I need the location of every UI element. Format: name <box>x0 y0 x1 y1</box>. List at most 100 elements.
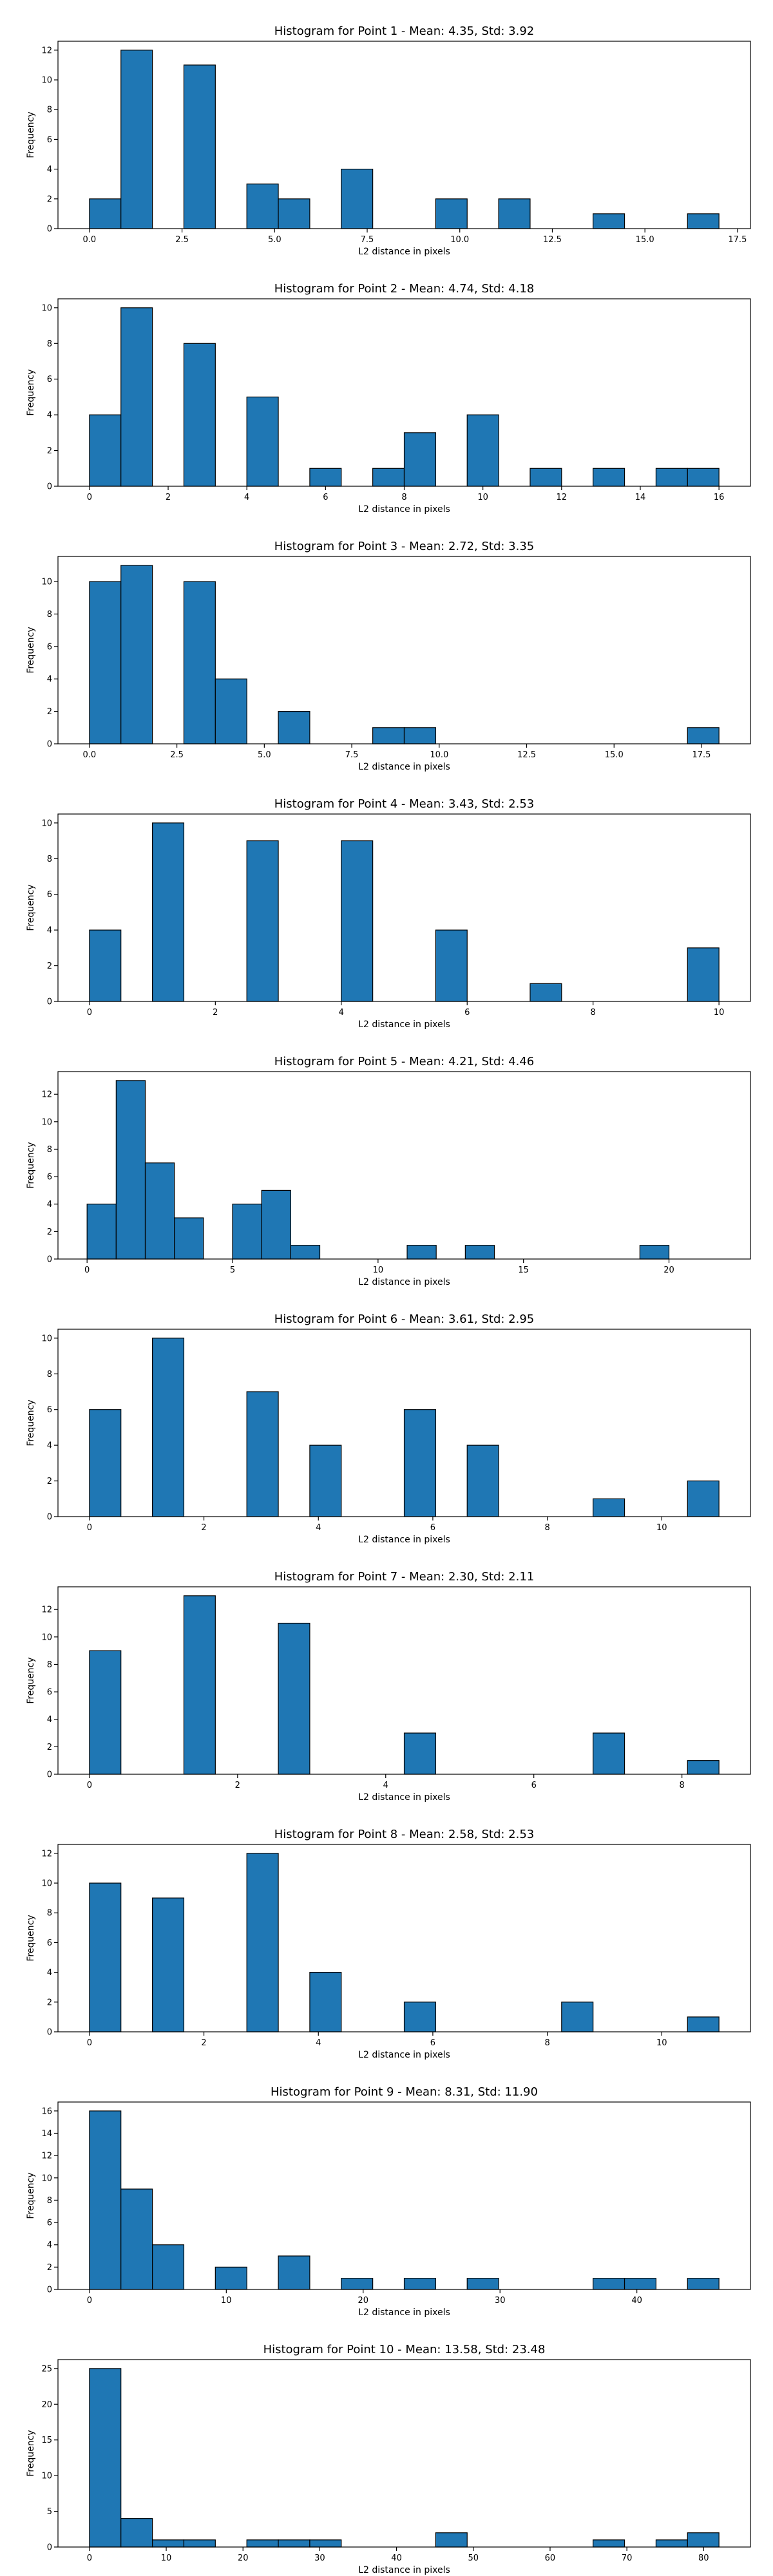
x-axis-label: L2 distance in pixels <box>358 1019 450 1030</box>
histogram-bar <box>261 1189 291 1260</box>
y-axis-label: Frequency <box>26 1657 36 1703</box>
chart-title: Histogram for Point 4 - Mean: 3.43, Std:… <box>274 797 535 811</box>
y-tick-label: 10 <box>41 303 52 313</box>
y-tick-label: 4 <box>47 2240 52 2250</box>
x-axis-label: L2 distance in pixels <box>358 1535 450 1545</box>
bars <box>86 1080 670 1260</box>
plot-frame <box>57 1586 751 1775</box>
y-tick-label: 8 <box>47 2196 52 2206</box>
histogram-bar <box>86 1204 117 1260</box>
x-tick-label: 4 <box>383 1781 388 1790</box>
x-tick-label: 0.0 <box>83 750 97 760</box>
plot-frame <box>57 1071 751 1260</box>
histogram-bar <box>466 414 499 487</box>
y-axis-label: Frequency <box>26 1142 36 1188</box>
x-axis-label: L2 distance in pixels <box>358 1792 450 1803</box>
x-tick-label: 2 <box>201 2038 206 2048</box>
histogram-bar <box>151 2539 185 2548</box>
histogram-bar <box>120 50 153 229</box>
x-axis-label: L2 distance in pixels <box>358 2050 450 2060</box>
x-tick-label: 0 <box>87 1008 92 1018</box>
y-axis-label: Frequency <box>26 1399 36 1446</box>
histogram-bar <box>174 1217 204 1260</box>
histogram-bar <box>498 198 531 229</box>
y-tick-label: 4 <box>47 411 52 421</box>
x-tick-label: 4 <box>244 493 249 502</box>
histogram-chart-2: Histogram for Point 2 - Mean: 4.74, Std:… <box>26 282 751 515</box>
x-tick-label: 15.0 <box>636 235 654 245</box>
y-tick-label: 8 <box>47 1370 52 1379</box>
histogram-bar <box>403 1732 436 1775</box>
chart-title: Histogram for Point 10 - Mean: 13.58, St… <box>263 2343 546 2356</box>
histogram-bar <box>435 198 468 229</box>
x-tick-label: 12.5 <box>543 235 562 245</box>
y-axis-label: Frequency <box>26 1915 36 1961</box>
y-tick-label: 12 <box>41 1090 52 1100</box>
histogram-bar <box>232 1204 262 1260</box>
histogram-bar <box>687 213 720 229</box>
histogram-bar <box>89 198 122 229</box>
plot-frame <box>57 41 751 229</box>
histogram-bar <box>215 2266 247 2290</box>
histogram-bar <box>246 2539 279 2548</box>
histogram-bar <box>278 198 310 229</box>
x-tick-label: 12.5 <box>517 750 536 760</box>
histogram-bar <box>655 468 688 487</box>
histogram-bar <box>593 213 625 229</box>
y-tick-label: 14 <box>41 2129 52 2139</box>
y-tick-label: 10 <box>41 1334 52 1343</box>
histogram-bar <box>687 1760 720 1775</box>
histogram-bar <box>89 1409 122 1517</box>
y-tick-label: 8 <box>47 1145 52 1155</box>
x-tick-label: 4 <box>316 2038 321 2048</box>
histogram-bar <box>151 2244 185 2290</box>
histogram-bar <box>530 983 562 1002</box>
plot-frame <box>57 1844 751 2032</box>
histogram-bar <box>183 1595 216 1775</box>
y-tick-label: 2 <box>47 961 52 971</box>
y-tick-label: 12 <box>41 1605 52 1615</box>
x-tick-label: 8 <box>544 2038 549 2048</box>
plot-frame <box>57 813 751 1002</box>
histogram-bar <box>466 1444 499 1517</box>
y-tick-label: 6 <box>47 1688 52 1698</box>
histogram-bar <box>278 2255 310 2290</box>
histogram-chart-1: Histogram for Point 1 - Mean: 4.35, Std:… <box>26 24 751 257</box>
y-tick-label: 10 <box>41 76 52 86</box>
x-tick-label: 15 <box>518 1265 529 1275</box>
y-tick-label: 12 <box>41 46 52 55</box>
histogram-bar <box>309 1972 342 2032</box>
y-tick-label: 2 <box>47 194 52 204</box>
histogram-bar <box>593 1732 625 1775</box>
x-tick-label: 2.5 <box>175 235 189 245</box>
histogram-bar <box>687 727 720 744</box>
x-tick-label: 5.0 <box>268 235 282 245</box>
histogram-bar <box>309 1444 342 1517</box>
y-tick-label: 8 <box>47 106 52 115</box>
histogram-bar <box>341 2278 374 2290</box>
y-axis-label: Frequency <box>26 2430 36 2476</box>
histogram-chart-8: Histogram for Point 8 - Mean: 2.58, Std:… <box>26 1828 751 2060</box>
histogram-bar <box>655 2539 688 2548</box>
x-tick-label: 8 <box>544 1523 549 1533</box>
x-tick-label: 0.0 <box>83 235 97 245</box>
y-tick-label: 4 <box>47 1441 52 1451</box>
histogram-bar <box>561 2002 594 2032</box>
x-tick-label: 7.5 <box>345 750 359 760</box>
x-tick-label: 5.0 <box>258 750 271 760</box>
x-tick-label: 10.0 <box>450 235 469 245</box>
y-tick-label: 2 <box>47 2263 52 2273</box>
y-tick-label: 25 <box>41 2364 52 2374</box>
histogram-bar <box>215 678 247 744</box>
histogram-bar <box>120 2188 153 2290</box>
x-tick-label: 15.0 <box>605 750 624 760</box>
y-tick-label: 6 <box>47 1405 52 1415</box>
histogram-bar <box>183 64 216 229</box>
y-tick-label: 4 <box>47 1200 52 1209</box>
y-tick-label: 4 <box>47 926 52 936</box>
histogram-bar <box>372 468 405 487</box>
x-tick-label: 30 <box>314 2553 325 2563</box>
x-tick-label: 10 <box>656 1523 667 1533</box>
histogram-bar <box>246 1853 279 2032</box>
